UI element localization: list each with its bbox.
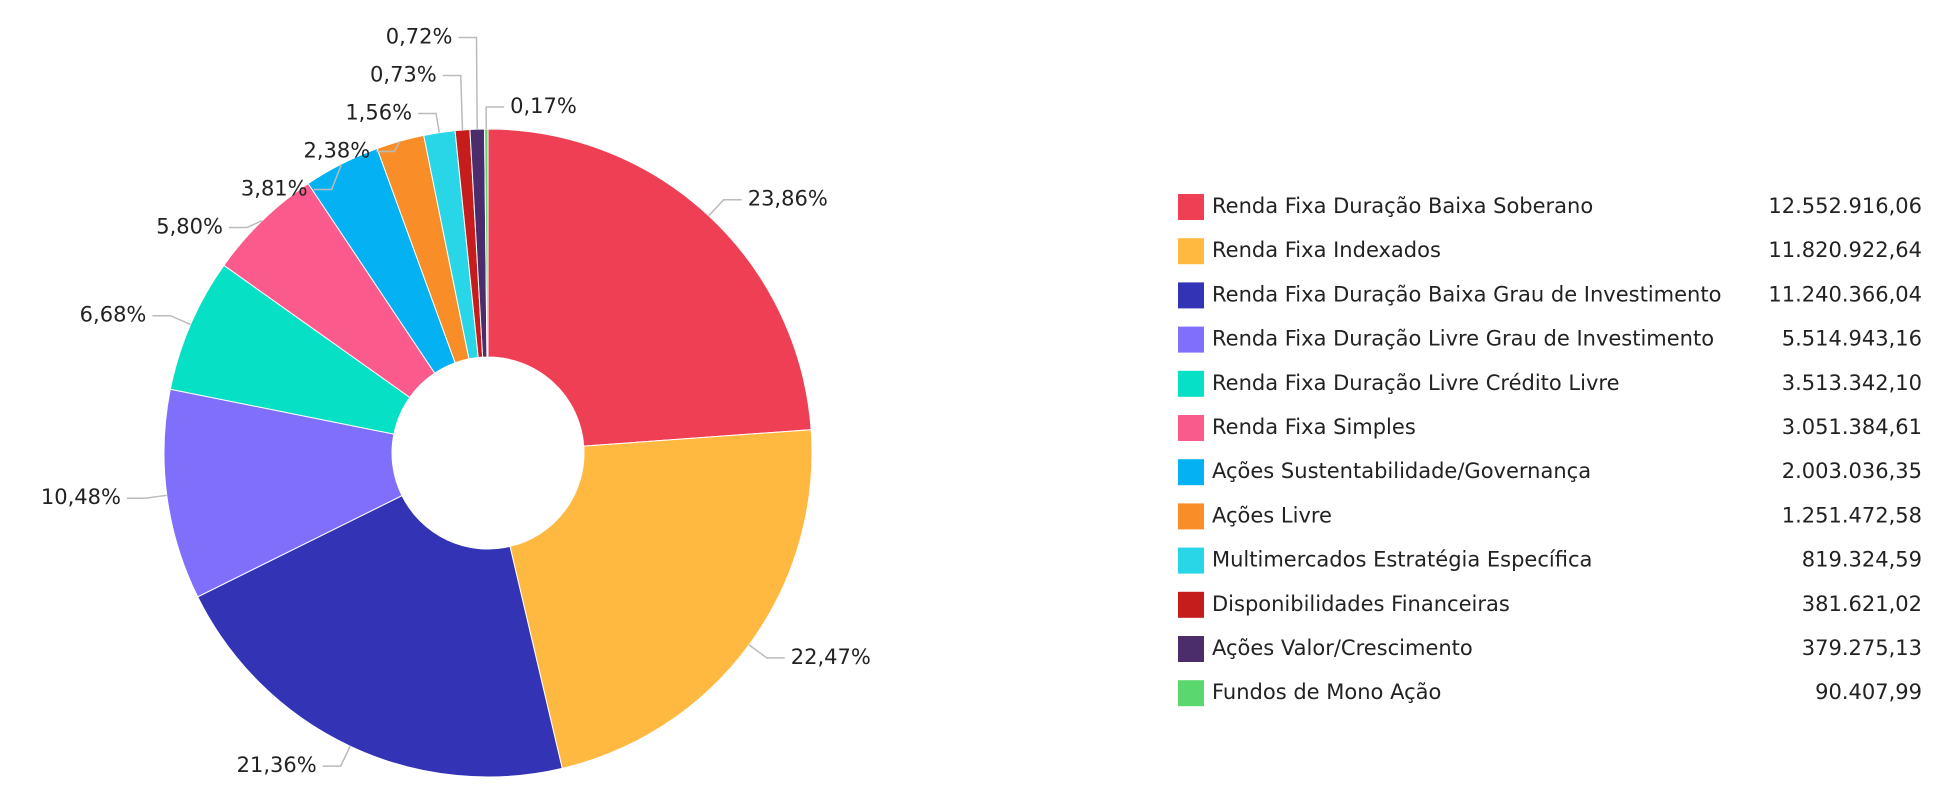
pie-slice bbox=[197, 494, 563, 778]
legend-value: 5.514.943,16 bbox=[1782, 327, 1922, 351]
data-label: 3,81% bbox=[241, 177, 308, 201]
data-label: 10,48% bbox=[41, 485, 121, 509]
legend-label: Renda Fixa Indexados bbox=[1212, 238, 1441, 262]
legend-value: 819.324,59 bbox=[1802, 548, 1922, 572]
legend-swatch bbox=[1178, 680, 1204, 707]
leader-line bbox=[458, 36, 478, 130]
legend-value: 90.407,99 bbox=[1815, 680, 1922, 704]
pie-slice bbox=[487, 128, 812, 447]
legend-swatch bbox=[1178, 459, 1204, 486]
legend-swatch bbox=[1178, 636, 1204, 662]
legend-value: 12.552.916,06 bbox=[1768, 194, 1922, 218]
data-label: 0,73% bbox=[370, 63, 437, 87]
data-label: 23,86% bbox=[748, 187, 828, 211]
leader-line bbox=[748, 644, 785, 659]
legend-swatch bbox=[1178, 503, 1204, 530]
legend-label: Renda Fixa Simples bbox=[1212, 415, 1416, 439]
legend-swatch bbox=[1178, 591, 1204, 618]
leader-line bbox=[418, 112, 441, 133]
legend-swatch bbox=[1178, 547, 1204, 574]
legend-swatch bbox=[1178, 370, 1204, 397]
data-label: 21,36% bbox=[237, 753, 317, 777]
legend-swatch bbox=[1178, 238, 1204, 265]
legend-label: Renda Fixa Duração Baixa Soberano bbox=[1212, 194, 1593, 218]
legend-label: Ações Valor/Crescimento bbox=[1212, 636, 1473, 660]
leader-line bbox=[313, 163, 343, 191]
legend-swatch bbox=[1178, 194, 1204, 220]
data-label: 2,38% bbox=[303, 139, 370, 163]
legend-label: Ações Livre bbox=[1212, 503, 1332, 527]
data-label: 1,56% bbox=[345, 101, 412, 125]
legend-value: 379.275,13 bbox=[1802, 636, 1922, 660]
data-label: 0,72% bbox=[386, 25, 453, 49]
leader-line bbox=[376, 140, 401, 153]
data-label: 5,80% bbox=[156, 215, 223, 239]
legend-value: 3.513.342,10 bbox=[1782, 371, 1922, 395]
leader-line bbox=[708, 198, 742, 217]
legend-value: 11.820.922,64 bbox=[1768, 238, 1922, 262]
legend-label: Multimercados Estratégia Específica bbox=[1212, 548, 1592, 572]
leader-line bbox=[322, 745, 351, 767]
data-label: 0,17% bbox=[510, 94, 577, 118]
pie-slice bbox=[509, 429, 813, 769]
legend-value: 3.051.384,61 bbox=[1782, 415, 1922, 439]
legend-label: Renda Fixa Duração Livre Crédito Livre bbox=[1212, 371, 1620, 395]
legend-value: 1.251.472,58 bbox=[1782, 503, 1922, 527]
legend-label: Fundos de Mono Ação bbox=[1212, 680, 1441, 704]
legend-label: Renda Fixa Duração Livre Grau de Investi… bbox=[1212, 327, 1714, 351]
legend-swatch bbox=[1178, 415, 1204, 441]
legend-value: 2.003.036,35 bbox=[1782, 459, 1922, 483]
legend-swatch bbox=[1178, 282, 1204, 309]
leader-line bbox=[152, 314, 191, 326]
leader-line bbox=[442, 74, 464, 131]
legend-value: 381.621,02 bbox=[1802, 592, 1922, 616]
leader-line bbox=[485, 106, 505, 130]
data-label: 22,47% bbox=[791, 645, 871, 669]
leader-line bbox=[126, 494, 167, 499]
pie-slice bbox=[484, 128, 489, 358]
pie-slice bbox=[169, 264, 411, 435]
pie-slice bbox=[163, 388, 403, 598]
legend-label: Disponibilidades Financeiras bbox=[1212, 592, 1510, 616]
data-label: 6,68% bbox=[80, 303, 147, 327]
legend-value: 11.240.366,04 bbox=[1768, 282, 1922, 306]
legend-label: Ações Sustentabilidade/Governança bbox=[1212, 459, 1591, 483]
leader-line bbox=[228, 219, 263, 229]
legend-swatch bbox=[1178, 326, 1204, 353]
legend-label: Renda Fixa Duração Baixa Grau de Investi… bbox=[1212, 282, 1721, 306]
